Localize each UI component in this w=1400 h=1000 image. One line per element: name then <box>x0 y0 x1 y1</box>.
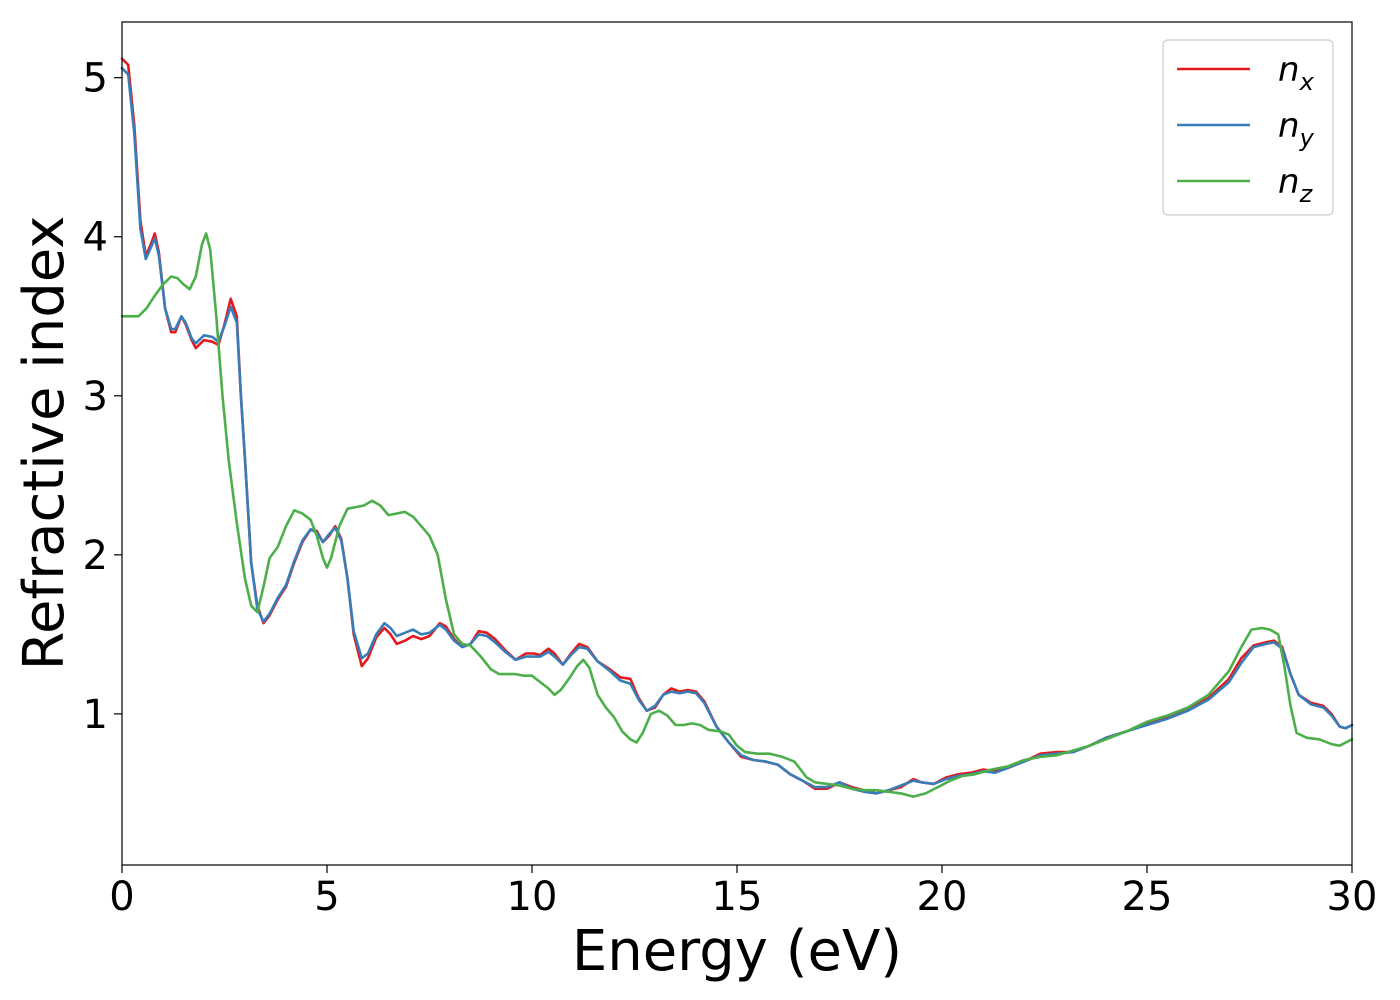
y-axis-ticks: 1 2 3 4 5 <box>83 56 122 738</box>
legend-label-base: n <box>1278 50 1300 90</box>
series-layer <box>120 57 1354 798</box>
x-tick-label: 10 <box>507 874 558 920</box>
legend-label-x: nx <box>1278 50 1315 96</box>
legend-box <box>1162 39 1334 216</box>
series-line-z <box>120 232 1354 798</box>
legend-label-base: n <box>1278 106 1300 146</box>
legend-label-y: ny <box>1278 106 1315 152</box>
legend-label-subscript: z <box>1299 180 1314 208</box>
y-axis-label: Refractive index <box>12 216 77 671</box>
y-tick-label: 5 <box>83 56 108 102</box>
y-tick-label: 1 <box>83 692 108 738</box>
x-tick-label: 15 <box>712 874 763 920</box>
x-axis-ticks: 0 5 10 15 20 25 30 <box>109 865 1377 920</box>
x-tick-label: 5 <box>314 874 339 920</box>
x-tick-label: 0 <box>109 874 134 920</box>
y-tick-label: 2 <box>83 533 108 579</box>
x-tick-label: 25 <box>1122 874 1173 920</box>
legend-label-subscript: y <box>1299 124 1315 152</box>
legend-label-subscript: x <box>1299 68 1315 96</box>
legend-label-base: n <box>1278 162 1300 202</box>
x-tick-label: 20 <box>917 874 968 920</box>
y-tick-label: 4 <box>83 215 108 261</box>
y-tick-label: 3 <box>83 374 108 420</box>
legend-label-z: nz <box>1278 162 1314 208</box>
x-tick-label: 30 <box>1327 874 1378 920</box>
x-axis-label: Energy (eV) <box>572 919 902 984</box>
